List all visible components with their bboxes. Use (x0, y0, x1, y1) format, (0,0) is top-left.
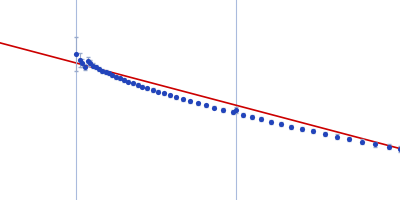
Point (79, 61, 85, 64)
Point (139, 85, 146, 88)
Point (180, 98, 186, 101)
Point (102, 70, 109, 74)
Point (299, 127, 305, 130)
Point (125, 80, 131, 83)
Point (87, 61, 93, 64)
Point (167, 94, 173, 97)
Point (230, 111, 236, 114)
Point (173, 96, 180, 99)
Point (187, 100, 194, 103)
Point (77, 58, 83, 62)
Point (109, 74, 115, 77)
Point (106, 72, 112, 75)
Point (288, 125, 294, 128)
Point (240, 113, 246, 116)
Point (372, 143, 378, 146)
Point (99, 69, 106, 72)
Point (144, 87, 150, 90)
Point (93, 66, 99, 69)
Point (211, 106, 218, 109)
Point (130, 82, 136, 85)
Point (322, 132, 328, 136)
Point (73, 53, 79, 56)
Point (195, 102, 201, 105)
Point (82, 66, 88, 69)
Point (334, 135, 340, 138)
Point (346, 138, 352, 141)
Point (359, 140, 365, 143)
Point (268, 120, 274, 123)
Point (258, 118, 264, 121)
Point (113, 75, 119, 78)
Point (203, 104, 209, 107)
Point (90, 64, 96, 67)
Point (278, 122, 284, 126)
Point (161, 92, 167, 95)
Point (96, 68, 102, 71)
Point (386, 145, 392, 148)
Point (155, 90, 162, 93)
Point (397, 148, 400, 151)
Point (121, 78, 127, 82)
Point (233, 108, 239, 112)
Point (249, 116, 255, 119)
Point (134, 84, 141, 87)
Point (150, 88, 156, 92)
Point (117, 77, 123, 80)
Point (220, 108, 226, 112)
Point (310, 130, 316, 133)
Point (85, 60, 91, 63)
